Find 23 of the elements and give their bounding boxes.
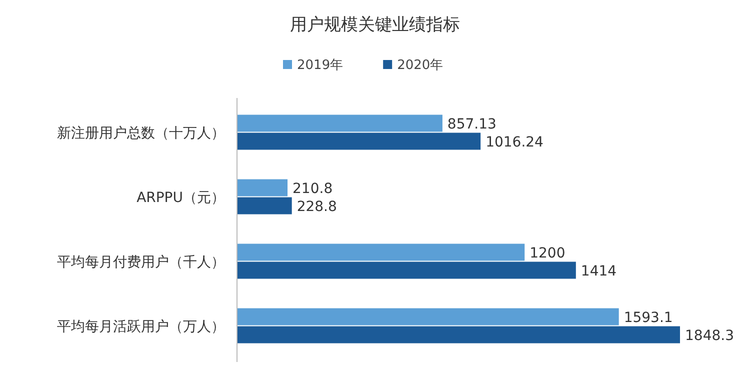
data-label: 1848.3 [685,328,734,344]
data-label: 1593.1 [624,310,673,326]
legend-label: 2019年 [297,58,344,73]
data-label: 1200 [530,245,566,262]
bar [237,244,525,261]
bar [237,326,680,344]
chart-title: 用户规模关键业绩指标 [290,15,460,35]
bar [237,262,576,279]
data-label: 228.8 [296,198,337,215]
y-tick-label: 新注册用户总数（十万人） [57,125,225,142]
bar [237,179,288,196]
data-label: 1414 [580,263,617,280]
data-label: 1016.24 [486,134,544,150]
y-tick-label: ARPPU（元） [136,190,225,206]
legend-label: 2020年 [397,58,444,73]
bar [237,114,442,132]
bar [237,132,481,150]
bar [237,308,619,326]
bar [237,197,292,214]
y-tick-label: 平均每月活跃用户（万人） [57,318,225,335]
data-label: 210.8 [292,180,333,197]
data-label: 857.13 [447,116,496,132]
y-tick-label: 平均每月付费用户（千人） [57,254,225,270]
